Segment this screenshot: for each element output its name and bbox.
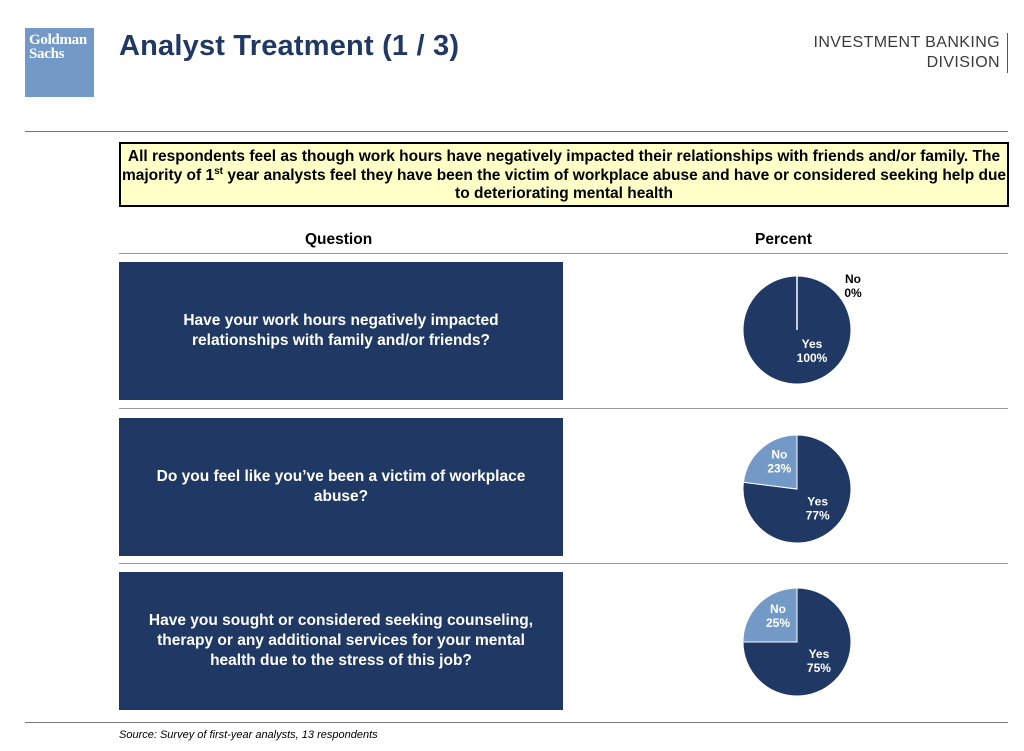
pie-value-yes: 100% xyxy=(797,351,828,365)
question-box-2: Do you feel like you’ve been a victim of… xyxy=(119,418,563,556)
pie-label-yes-group: Yes 77% xyxy=(806,495,830,523)
footer-rule xyxy=(25,722,1008,723)
pie-label-yes: Yes xyxy=(802,337,823,351)
pie-slice-no xyxy=(742,587,798,643)
pie-label-yes-group: Yes 75% xyxy=(807,647,831,675)
pie-slice-no xyxy=(742,434,798,490)
question-box-1: Have your work hours negatively impacted… xyxy=(119,262,563,400)
pie-label-no: No xyxy=(770,602,786,616)
summary-superscript: st xyxy=(214,165,224,177)
summary-text-part-2: year analysts feel they have been the vi… xyxy=(223,166,1007,203)
pie-value-no: 23% xyxy=(767,462,791,476)
logo-line-1: Goldman xyxy=(29,32,87,48)
division-line-2: DIVISION xyxy=(926,54,1000,71)
division-label: INVESTMENT BANKING DIVISION xyxy=(813,33,1008,73)
column-header-rule xyxy=(119,253,1008,254)
question-box-3: Have you sought or considered seeking co… xyxy=(119,572,563,710)
division-line-1: INVESTMENT BANKING xyxy=(813,34,1000,51)
pie-label-no: No xyxy=(771,448,787,462)
source-note: Source: Survey of first-year analysts, 1… xyxy=(119,729,378,741)
pie-value-yes: 75% xyxy=(807,661,831,675)
pie-label-no-group: No 23% xyxy=(767,448,791,476)
page-title: Analyst Treatment (1 / 3) xyxy=(119,30,460,62)
column-header-question: Question xyxy=(305,231,373,248)
pie-label-yes: Yes xyxy=(807,495,828,509)
summary-text-part-1: All respondents feel as though work hour… xyxy=(121,148,1001,184)
pie-label-yes-group: Yes 100% xyxy=(797,337,828,365)
pie-chart-3: Yes 75% No 25% xyxy=(742,587,852,697)
header-rule xyxy=(25,131,1008,132)
pie-label-no-group: No 25% xyxy=(766,602,790,630)
pie-value-no: 0% xyxy=(844,286,862,300)
pie-chart-2: Yes 77% No 23% xyxy=(742,434,852,544)
pie-value-no: 25% xyxy=(766,616,790,630)
pie-label-no-group: No 0% xyxy=(844,272,862,300)
summary-callout: All respondents feel as though work hour… xyxy=(119,142,1009,207)
row-divider xyxy=(119,563,1008,564)
pie-label-yes: Yes xyxy=(809,647,830,661)
pie-value-yes: 77% xyxy=(806,509,830,523)
pie-label-no: No xyxy=(845,272,861,286)
pie-chart-1: Yes 100% No 0% xyxy=(742,272,862,385)
logo-line-2: Sachs xyxy=(29,46,65,62)
goldman-sachs-logo: Goldman Sachs xyxy=(25,28,94,97)
row-divider xyxy=(119,408,1008,409)
column-header-percent: Percent xyxy=(755,231,812,248)
